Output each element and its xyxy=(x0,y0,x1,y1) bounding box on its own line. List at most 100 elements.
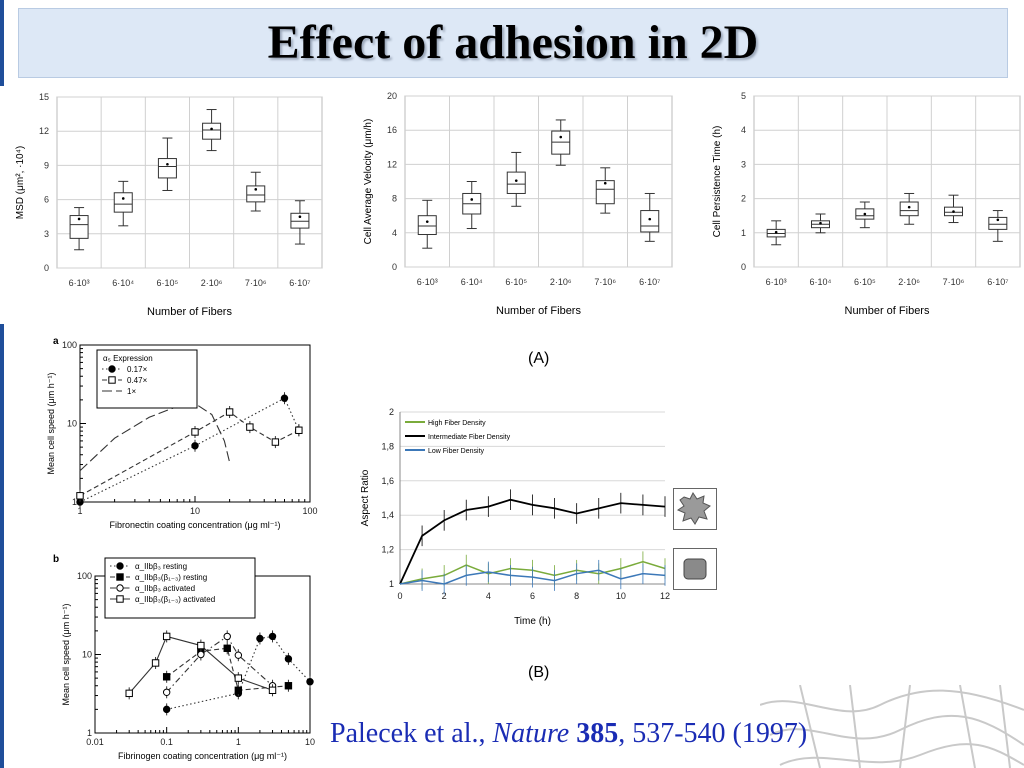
legend-label: Intermediate Fiber Density xyxy=(428,434,511,441)
data-point xyxy=(191,428,199,436)
y-axis-label: Mean cell speed (μm h⁻¹) xyxy=(46,373,56,475)
caption-a: (A) xyxy=(528,350,550,367)
data-point xyxy=(295,426,303,434)
legend-label: α_IIbβ₃ activated xyxy=(135,584,195,593)
data-point xyxy=(284,655,293,663)
slide-left-accent xyxy=(0,0,4,768)
data-point xyxy=(284,682,293,690)
y-tick-label: 3 xyxy=(741,159,746,169)
box xyxy=(290,212,310,229)
caption-b: (B) xyxy=(528,664,550,681)
x-axis-label: Fibronectin coating concentration (μg ml… xyxy=(109,520,280,530)
data-point xyxy=(108,376,116,384)
x-tick-label: 10 xyxy=(616,591,626,601)
x-tick-label: 2 xyxy=(442,591,447,601)
box xyxy=(69,215,89,239)
data-point xyxy=(256,634,264,643)
x-tick-label: 6·10³ xyxy=(417,277,438,287)
box-mean xyxy=(774,230,778,234)
panel-letter: b xyxy=(53,554,59,565)
box-mean xyxy=(603,181,607,185)
box-mean xyxy=(210,127,213,131)
x-axis-label: Number of Fibers xyxy=(147,306,232,318)
x-tick-label: 1 xyxy=(77,506,82,516)
x-axis-label: Fibrinogen coating concentration (μg ml⁻… xyxy=(118,751,287,761)
series-line xyxy=(399,498,666,585)
slide-title: Effect of adhesion in 2D xyxy=(267,16,759,69)
aspect-ratio-chart: 1 1,2 1,4 1,6 1,8 2 0 2 4 6 8 10 12 High Fiber Densit… xyxy=(360,407,670,627)
legend-title: α₅ Expression xyxy=(103,354,153,363)
x-tick-label: 6·10³ xyxy=(69,278,90,288)
y-tick-label: 9 xyxy=(44,160,49,170)
data-point xyxy=(116,584,124,592)
y-tick-label: 15 xyxy=(39,92,49,102)
legend-label: 1× xyxy=(127,387,136,396)
series-line xyxy=(128,635,273,694)
y-tick-label: 1,4 xyxy=(381,510,394,520)
box xyxy=(506,171,526,194)
data-point xyxy=(197,650,205,659)
round-cell-icon xyxy=(683,558,707,580)
y-axis-label: Cell Average Velocity (μm/h) xyxy=(363,119,374,245)
box xyxy=(595,180,615,205)
y-tick-label: 16 xyxy=(387,125,397,135)
box-mean xyxy=(77,217,81,221)
y-tick-label: 1 xyxy=(87,728,92,738)
x-tick-label: 7·10⁶ xyxy=(943,277,965,287)
x-axis-label: Number of Fibers xyxy=(845,305,930,317)
y-axis-label: Aspect Ratio xyxy=(360,469,371,526)
y-tick-label: 2 xyxy=(741,194,746,204)
y-tick-label: 2 xyxy=(389,407,394,417)
x-tick-label: 6·10⁴ xyxy=(461,277,483,287)
data-point xyxy=(306,678,314,686)
box-mean xyxy=(907,205,911,209)
panel-letter: a xyxy=(53,336,59,347)
data-point xyxy=(116,573,124,581)
data-point xyxy=(268,686,277,694)
data-point xyxy=(116,595,124,603)
x-tick-label: 6 xyxy=(530,591,535,601)
legend-label: 0.47× xyxy=(127,376,148,385)
data-point xyxy=(197,641,205,650)
box xyxy=(202,122,222,140)
persistence-boxplot-panel: 0 1 2 3 4 5 6·10³ 6·10⁴ 6·10⁵ 2·10⁶ 7·10⁶ 6·10⁷ Numb… xyxy=(695,86,1024,324)
y-axis-label: MSD (μm², ·10⁴) xyxy=(15,146,26,219)
legend-label: 0.17× xyxy=(127,365,148,374)
box-mean xyxy=(952,210,955,213)
y-tick-label: 1 xyxy=(72,497,77,507)
y-tick-label: 6 xyxy=(44,195,49,205)
box-mean xyxy=(121,197,125,200)
data-point xyxy=(268,632,277,641)
series-line xyxy=(166,635,311,710)
y-tick-label: 100 xyxy=(62,340,77,350)
persistence-boxplot: 0 1 2 3 4 5 6·10³ 6·10⁴ 6·10⁵ 2·10⁶ 7·10⁶ 6·10⁷ Numb… xyxy=(712,91,1021,317)
spread-cell-icon xyxy=(676,492,711,525)
x-tick-label: 0.1 xyxy=(160,737,173,747)
box-mean xyxy=(819,221,822,225)
box xyxy=(988,216,1008,230)
y-tick-label: 1,8 xyxy=(381,441,394,451)
data-point xyxy=(280,394,289,402)
x-tick-label: 1 xyxy=(236,737,241,747)
legend-label: High Fiber Density xyxy=(428,420,486,427)
series-line xyxy=(79,411,300,497)
box xyxy=(417,215,437,236)
data-point xyxy=(191,442,199,450)
data-point xyxy=(271,438,280,446)
y-tick-label: 12 xyxy=(39,126,49,136)
data-point xyxy=(162,632,171,641)
data-point xyxy=(246,423,254,431)
box-mean xyxy=(559,135,563,139)
x-tick-label: 2·10⁶ xyxy=(898,277,920,287)
series-line xyxy=(79,402,231,472)
fibronectin-speed-chart: a 1 10 100 1 10 100 Fibronectin coating concent… xyxy=(46,336,318,530)
box-mean xyxy=(298,215,302,218)
box-mean xyxy=(425,220,429,223)
x-tick-label: 6·10⁷ xyxy=(639,277,660,287)
legend-label: Low Fiber Density xyxy=(428,448,485,455)
x-tick-label: 0 xyxy=(397,591,402,601)
x-tick-label: 4 xyxy=(486,591,491,601)
palecek-panel-b: b 0.01 0.1 1 10 1 10 100 Fibrinogen coating conc… xyxy=(45,548,330,763)
x-tick-label: 6·10³ xyxy=(766,277,787,287)
box-mean xyxy=(648,217,652,221)
